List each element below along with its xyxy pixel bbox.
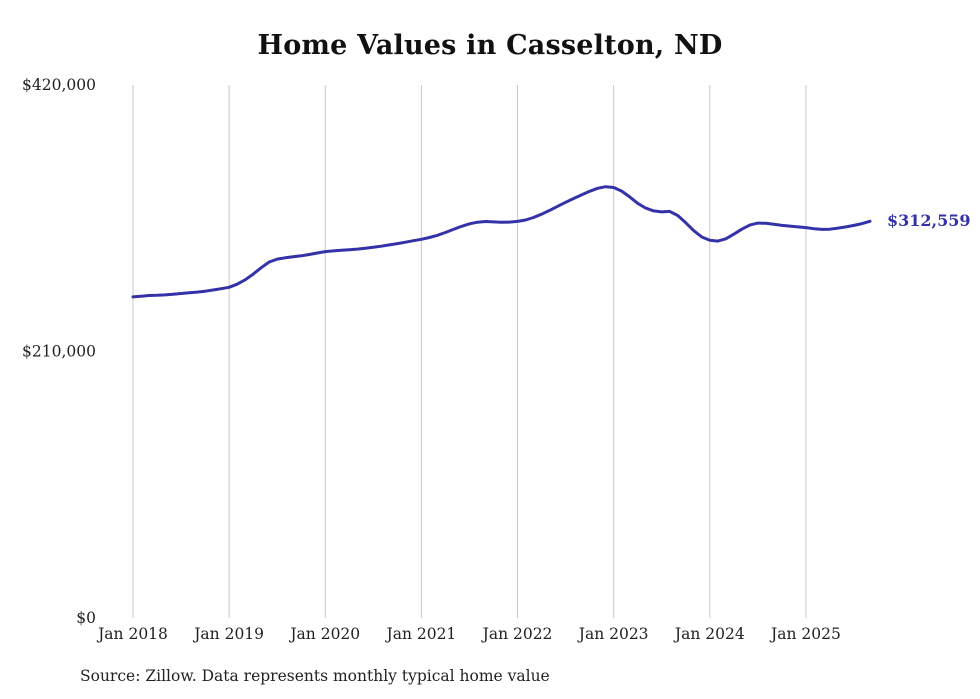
home-value-line [131,185,872,299]
x-axis-tick-label: Jan 2018 [96,625,168,643]
y-axis-tick-label: $420,000 [22,76,96,94]
x-axis-tick-label: Jan 2019 [192,625,264,643]
x-axis-tick-label: Jan 2023 [577,625,649,643]
chart-title: Home Values in Casselton, ND [257,30,723,61]
x-axis-tick-label: Jan 2021 [384,625,456,643]
y-axis-tick-label: $210,000 [22,343,96,361]
y-axis-tick-label: $0 [76,609,96,627]
x-axis-tick-label: Jan 2022 [481,625,553,643]
x-axis-tick-label: Jan 2025 [769,625,841,643]
source-note: Source: Zillow. Data represents monthly … [80,667,550,685]
x-axis-tick-label: Jan 2020 [288,625,360,643]
x-axis-tick-label: Jan 2024 [673,625,745,643]
latest-value-label: $312,559 [887,211,971,231]
